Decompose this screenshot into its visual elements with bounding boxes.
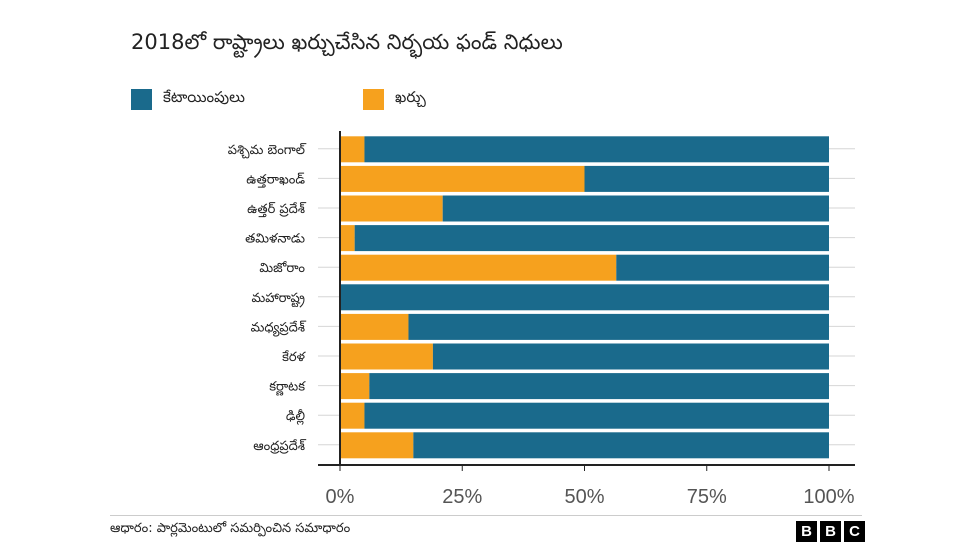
bar-allocation xyxy=(584,165,829,192)
legend-label-allocation: కేటాయింపులు xyxy=(163,88,245,106)
category-label: ఢిల్లీ xyxy=(286,409,306,425)
bar-expenditure xyxy=(340,432,414,459)
bar-allocation xyxy=(408,313,829,340)
bar-allocation xyxy=(413,432,829,459)
category-label: కర్ణాటక xyxy=(269,380,306,397)
bar-expenditure xyxy=(340,165,585,192)
bar-allocation xyxy=(432,343,829,370)
x-tick-label: 75% xyxy=(687,486,727,508)
bbc-logo-letter-1: B xyxy=(796,521,817,542)
bar-expenditure xyxy=(340,402,365,429)
bar-expenditure xyxy=(340,373,370,400)
legend-item-expenditure: ఖర్చు xyxy=(363,88,426,110)
x-tick-label: 0% xyxy=(326,486,355,508)
bar-allocation xyxy=(340,284,829,311)
bar-expenditure xyxy=(340,195,443,222)
bar-expenditure xyxy=(340,343,433,370)
bar-allocation xyxy=(369,373,829,400)
legend-swatch-expenditure xyxy=(363,88,384,110)
category-label: మధ్యప్రదేశ్ xyxy=(251,320,307,337)
x-tick-label: 100% xyxy=(803,486,854,508)
bar-expenditure xyxy=(340,254,617,281)
category-label: తమిళనాడు xyxy=(245,232,305,247)
chart-title: 2018లో రాష్ట్రాలు ఖర్చుచేసిన నిర్భయ ఫండ్… xyxy=(131,30,563,54)
category-label: పశ్చిమ బెంగాల్ xyxy=(228,143,307,159)
source-note: ఆధారం: పార్లమెంటులో సమర్పించిన సమాధారం xyxy=(110,521,351,536)
bar-expenditure xyxy=(340,313,409,340)
category-label: మిజోరాం xyxy=(259,261,305,276)
bbc-logo-letter-3: C xyxy=(844,521,865,542)
bar-expenditure xyxy=(340,225,355,252)
category-label: ఉత్తరాఖండ్ xyxy=(246,172,305,188)
legend-item-allocation: కేటాయింపులు xyxy=(131,88,245,110)
bar-allocation xyxy=(616,254,829,281)
bbc-logo: B B C xyxy=(796,521,865,542)
bar-allocation xyxy=(364,136,829,163)
legend: కేటాయింపులు ఖర్చు xyxy=(0,88,976,114)
x-tick-label: 25% xyxy=(442,486,482,508)
bar-allocation xyxy=(364,402,829,429)
bar-allocation xyxy=(442,195,829,222)
category-label: కేరళ xyxy=(282,350,306,365)
category-label: మహారాష్ట్ర xyxy=(252,291,306,308)
bar-chart: పశ్చిమ బెంగాల్ ఉత్తరాఖండ్ ఉత్తర్ ప్రదేశ్ తమ… xyxy=(228,131,855,508)
bbc-logo-letter-2: B xyxy=(820,521,841,542)
category-label: ఆంధ్రప్రదేశ్ xyxy=(253,439,307,454)
legend-swatch-allocation xyxy=(131,88,152,110)
bar-allocation xyxy=(354,225,829,252)
legend-label-expenditure: ఖర్చు xyxy=(395,88,426,106)
bar-expenditure xyxy=(340,136,365,163)
category-label: ఉత్తర్ ప్రదేశ్ xyxy=(247,202,307,218)
source-divider xyxy=(110,515,862,516)
x-tick-label: 50% xyxy=(564,486,604,508)
